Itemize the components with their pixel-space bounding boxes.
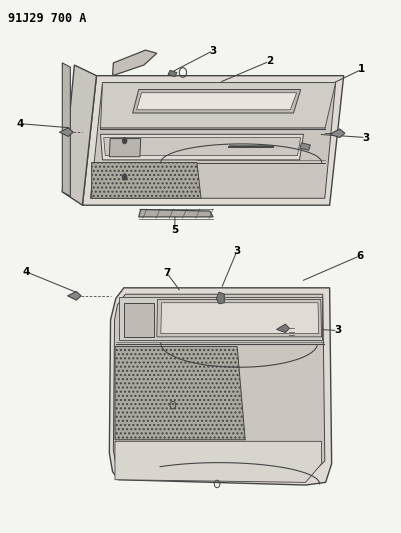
Circle shape	[122, 174, 127, 180]
Text: 3: 3	[209, 46, 216, 55]
Polygon shape	[168, 70, 176, 77]
Text: 3: 3	[233, 246, 240, 255]
Text: 4: 4	[16, 119, 24, 128]
Polygon shape	[100, 134, 303, 160]
Polygon shape	[160, 303, 318, 334]
Polygon shape	[216, 292, 224, 304]
Polygon shape	[67, 292, 81, 300]
Polygon shape	[156, 300, 321, 337]
Text: 4: 4	[22, 267, 30, 277]
Text: 91J29 700 A: 91J29 700 A	[8, 12, 86, 25]
Polygon shape	[329, 129, 344, 138]
Circle shape	[122, 138, 127, 144]
Text: 2: 2	[265, 56, 272, 66]
Polygon shape	[136, 93, 296, 110]
Polygon shape	[109, 288, 331, 485]
Polygon shape	[299, 143, 310, 150]
Polygon shape	[113, 294, 324, 481]
Text: 5: 5	[171, 225, 178, 235]
Polygon shape	[91, 163, 200, 198]
Polygon shape	[62, 63, 70, 196]
Text: 3: 3	[153, 91, 160, 101]
Polygon shape	[276, 324, 289, 333]
Polygon shape	[100, 83, 335, 129]
Text: 1: 1	[357, 64, 365, 74]
Polygon shape	[59, 128, 73, 136]
Polygon shape	[115, 441, 321, 482]
Polygon shape	[138, 209, 213, 217]
Polygon shape	[112, 50, 156, 76]
Text: 6: 6	[355, 251, 363, 261]
Polygon shape	[115, 346, 245, 440]
Text: 3: 3	[361, 133, 369, 142]
Polygon shape	[132, 90, 300, 113]
Text: 7: 7	[163, 268, 170, 278]
Polygon shape	[109, 139, 140, 157]
Polygon shape	[124, 303, 153, 337]
Polygon shape	[62, 65, 96, 205]
Polygon shape	[118, 297, 321, 340]
Text: 3: 3	[333, 326, 340, 335]
Polygon shape	[90, 83, 335, 198]
Polygon shape	[82, 76, 343, 205]
Polygon shape	[103, 138, 300, 156]
